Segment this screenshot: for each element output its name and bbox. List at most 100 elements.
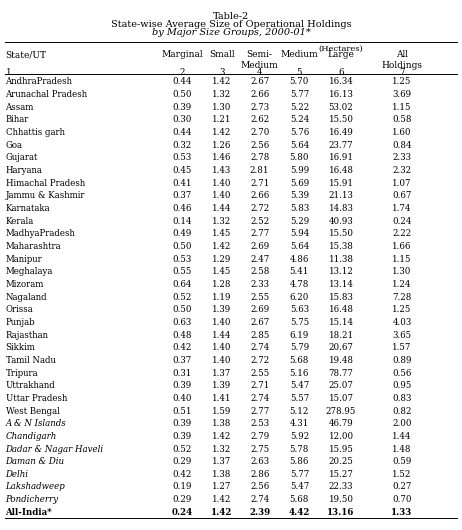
- Text: 1.42: 1.42: [212, 495, 231, 504]
- Text: All-India*: All-India*: [6, 508, 52, 517]
- Text: 0.44: 0.44: [173, 128, 192, 137]
- Text: Large: Large: [328, 50, 354, 59]
- Text: 5.99: 5.99: [290, 166, 309, 175]
- Text: 1.38: 1.38: [212, 419, 231, 428]
- Text: 4: 4: [257, 68, 262, 77]
- Text: 5.29: 5.29: [290, 217, 309, 226]
- Text: 1.38: 1.38: [212, 470, 231, 479]
- Text: 1.40: 1.40: [212, 191, 231, 200]
- Text: 1.24: 1.24: [392, 280, 412, 289]
- Text: 0.39: 0.39: [173, 103, 192, 112]
- Text: 0.84: 0.84: [392, 140, 412, 149]
- Text: Chandigarh: Chandigarh: [6, 432, 57, 441]
- Text: Goa: Goa: [6, 140, 23, 149]
- Text: 1.39: 1.39: [212, 381, 231, 390]
- Text: 0.53: 0.53: [173, 254, 192, 263]
- Text: 0.39: 0.39: [173, 432, 192, 441]
- Text: 1.43: 1.43: [212, 166, 231, 175]
- Text: 0.67: 0.67: [392, 191, 412, 200]
- Text: Daman & Diu: Daman & Diu: [6, 457, 65, 466]
- Text: 1.32: 1.32: [212, 90, 231, 99]
- Text: 1.44: 1.44: [212, 331, 231, 340]
- Text: 0.42: 0.42: [173, 343, 192, 352]
- Text: 1.42: 1.42: [212, 128, 231, 137]
- Text: 16.48: 16.48: [328, 305, 353, 314]
- Text: 5.64: 5.64: [290, 242, 309, 251]
- Text: Uttrakhand: Uttrakhand: [6, 381, 55, 390]
- Text: 15.38: 15.38: [328, 242, 353, 251]
- Text: MadhyaPradesh: MadhyaPradesh: [6, 229, 75, 239]
- Text: 0.24: 0.24: [392, 217, 412, 226]
- Text: Chhattis garh: Chhattis garh: [6, 128, 65, 137]
- Text: 1.44: 1.44: [392, 432, 412, 441]
- Text: 2.56: 2.56: [250, 482, 269, 491]
- Text: 1.25: 1.25: [392, 77, 412, 86]
- Text: 2.33: 2.33: [392, 153, 412, 162]
- Text: 1.29: 1.29: [212, 254, 231, 263]
- Text: 12.00: 12.00: [328, 432, 353, 441]
- Text: 2.81: 2.81: [250, 166, 269, 175]
- Text: 0.42: 0.42: [173, 470, 192, 479]
- Text: 1.37: 1.37: [212, 457, 231, 466]
- Text: 1.48: 1.48: [392, 445, 412, 454]
- Text: 0.95: 0.95: [392, 381, 412, 390]
- Text: 19.48: 19.48: [328, 356, 353, 365]
- Text: 4.03: 4.03: [392, 318, 412, 327]
- Text: 0.51: 0.51: [173, 407, 192, 416]
- Text: 0.14: 0.14: [173, 217, 192, 226]
- Text: 1.30: 1.30: [392, 267, 412, 276]
- Text: 2.79: 2.79: [250, 432, 269, 441]
- Text: 2.78: 2.78: [250, 153, 269, 162]
- Text: 5.77: 5.77: [290, 90, 309, 99]
- Text: 5.79: 5.79: [290, 343, 309, 352]
- Text: 0.29: 0.29: [173, 495, 192, 504]
- Text: 15.91: 15.91: [328, 179, 353, 188]
- Text: 16.49: 16.49: [328, 128, 353, 137]
- Text: 0.37: 0.37: [173, 191, 192, 200]
- Text: 0.48: 0.48: [173, 331, 192, 340]
- Text: 2.63: 2.63: [250, 457, 269, 466]
- Text: 2.74: 2.74: [250, 394, 269, 403]
- Text: 2.33: 2.33: [250, 280, 269, 289]
- Text: 1.07: 1.07: [392, 179, 412, 188]
- Text: Arunachal Pradesh: Arunachal Pradesh: [6, 90, 88, 99]
- Text: 5.86: 5.86: [290, 457, 309, 466]
- Text: Haryana: Haryana: [6, 166, 43, 175]
- Text: 5.64: 5.64: [290, 140, 309, 149]
- Text: 0.58: 0.58: [392, 116, 412, 125]
- Text: 5.41: 5.41: [290, 267, 309, 276]
- Text: 1.52: 1.52: [392, 470, 412, 479]
- Text: 22.33: 22.33: [328, 482, 353, 491]
- Text: 0.30: 0.30: [173, 116, 192, 125]
- Text: 18.21: 18.21: [328, 331, 353, 340]
- Text: 5.47: 5.47: [290, 381, 309, 390]
- Text: 0.52: 0.52: [173, 293, 192, 302]
- Text: 1.74: 1.74: [392, 204, 412, 213]
- Text: 0.27: 0.27: [392, 482, 412, 491]
- Text: 2.71: 2.71: [250, 179, 269, 188]
- Text: 2.53: 2.53: [250, 419, 269, 428]
- Text: Tripura: Tripura: [6, 368, 38, 377]
- Text: 0.45: 0.45: [173, 166, 192, 175]
- Text: 2.22: 2.22: [392, 229, 412, 239]
- Text: Assam: Assam: [6, 103, 34, 112]
- Text: 1.30: 1.30: [212, 103, 231, 112]
- Text: 6.19: 6.19: [290, 331, 309, 340]
- Text: 1.32: 1.32: [212, 217, 231, 226]
- Text: 5.76: 5.76: [290, 128, 309, 137]
- Text: 15.50: 15.50: [328, 229, 353, 239]
- Text: 15.07: 15.07: [328, 394, 353, 403]
- Text: 2.39: 2.39: [249, 508, 270, 517]
- Text: Tamil Nadu: Tamil Nadu: [6, 356, 55, 365]
- Text: 0.37: 0.37: [173, 356, 192, 365]
- Text: Jammu & Kashmir: Jammu & Kashmir: [6, 191, 85, 200]
- Text: AndhraPradesh: AndhraPradesh: [6, 77, 73, 86]
- Text: 0.55: 0.55: [173, 267, 192, 276]
- Text: 0.19: 0.19: [173, 482, 192, 491]
- Text: 1.66: 1.66: [392, 242, 412, 251]
- Text: 16.48: 16.48: [328, 166, 353, 175]
- Text: Mizoram: Mizoram: [6, 280, 44, 289]
- Text: 5.78: 5.78: [290, 445, 309, 454]
- Text: 1.15: 1.15: [392, 103, 412, 112]
- Text: 2.72: 2.72: [250, 204, 269, 213]
